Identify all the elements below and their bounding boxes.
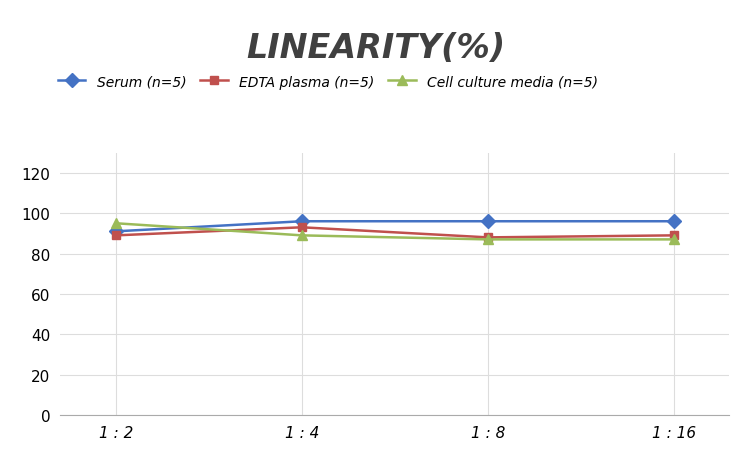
Serum (n=5) — [669, 219, 678, 225]
Line: Serum (n=5): Serum (n=5) — [111, 217, 678, 237]
Cell culture media (n=5) — [111, 221, 120, 226]
Text: LINEARITY(%): LINEARITY(%) — [247, 32, 505, 64]
Line: EDTA plasma (n=5): EDTA plasma (n=5) — [112, 224, 678, 242]
EDTA plasma (n=5) — [484, 235, 493, 240]
EDTA plasma (n=5) — [297, 225, 306, 230]
Legend: Serum (n=5), EDTA plasma (n=5), Cell culture media (n=5): Serum (n=5), EDTA plasma (n=5), Cell cul… — [52, 70, 604, 95]
Serum (n=5) — [111, 229, 120, 235]
Cell culture media (n=5) — [484, 237, 493, 243]
Line: Cell culture media (n=5): Cell culture media (n=5) — [111, 219, 678, 245]
EDTA plasma (n=5) — [669, 233, 678, 239]
Cell culture media (n=5) — [297, 233, 306, 239]
Cell culture media (n=5) — [669, 237, 678, 243]
Serum (n=5) — [484, 219, 493, 225]
Serum (n=5) — [297, 219, 306, 225]
EDTA plasma (n=5) — [111, 233, 120, 239]
